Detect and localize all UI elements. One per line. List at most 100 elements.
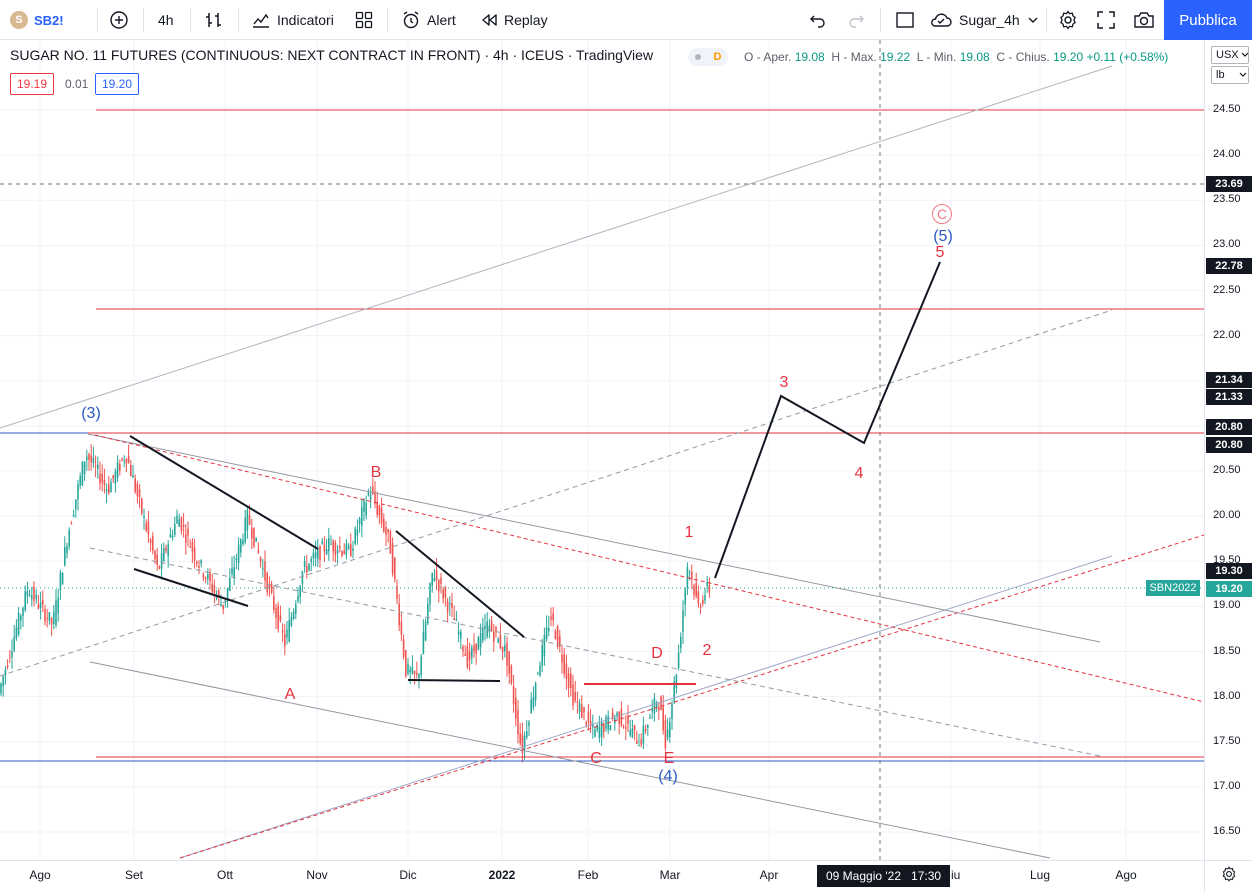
- descending-lower-line: [89, 661, 1051, 859]
- indicators-icon: [251, 10, 271, 30]
- price-label: 23.69: [1206, 176, 1252, 192]
- price-tick: 22.50: [1213, 283, 1241, 296]
- high-label: H - Max.: [831, 50, 877, 64]
- horizontal-levels: [0, 40, 1204, 860]
- toolbar-divider: [880, 8, 881, 32]
- price-label: 19.20: [1206, 581, 1252, 597]
- price-tick: 23.00: [1213, 238, 1241, 251]
- wave-d-label: D: [651, 645, 663, 662]
- chart-pane[interactable]: (3) A B C D E (4) 1 2 3 4 5 (5) C: [0, 40, 1204, 860]
- bar-style-icon: [205, 10, 223, 30]
- alarm-clock-icon: [401, 10, 421, 30]
- chart-title: SUGAR NO. 11 FUTURES (CONTINUOUS: NEXT C…: [10, 47, 654, 63]
- time-tick: Ott: [216, 868, 234, 882]
- price-label: 19.30: [1206, 563, 1252, 579]
- price-bars: [0, 444, 711, 763]
- toolbar-divider: [143, 8, 144, 32]
- templates-button[interactable]: [355, 0, 373, 40]
- crosshair-date-label: 09 Maggio '22 17:30: [817, 865, 951, 887]
- price-tick: 17.00: [1213, 779, 1241, 792]
- toolbar-divider: [238, 8, 239, 32]
- settings-button[interactable]: [1058, 0, 1078, 40]
- chevron-down-icon: [1028, 16, 1038, 24]
- grid-icon: [355, 11, 373, 29]
- layout-save-button[interactable]: Sugar_4h: [929, 0, 1038, 40]
- delay-badge-letter: D: [713, 51, 722, 63]
- price-axis[interactable]: USX lb 24.50 24.00 23.50 23.00 22.50 22.00 21.…: [1204, 40, 1252, 860]
- interval-button[interactable]: 4h: [158, 0, 174, 40]
- alert-button[interactable]: Alert: [401, 0, 456, 40]
- chart-canvas[interactable]: [0, 40, 1204, 860]
- data-status-badge[interactable]: D: [688, 48, 728, 66]
- close-value: 19.20: [1053, 50, 1084, 64]
- time-tick: Dic: [399, 868, 417, 882]
- time-tick: Nov: [306, 868, 328, 882]
- time-tick: Lug: [1029, 868, 1051, 882]
- chart-style-button[interactable]: [205, 0, 223, 40]
- currency-select[interactable]: USX: [1211, 46, 1249, 64]
- time-tick: Ago: [1115, 868, 1137, 882]
- wave-c-circled-label: C: [932, 204, 952, 224]
- price-tick: 24.50: [1213, 103, 1241, 115]
- toolbar-divider: [387, 8, 388, 32]
- publish-button[interactable]: Pubblica: [1164, 0, 1252, 40]
- symbol-label: SB2!: [34, 12, 64, 28]
- axis-settings-button[interactable]: [1204, 860, 1252, 892]
- wave-3-label: (3): [81, 405, 101, 422]
- subwave-3-label: 3: [779, 374, 789, 391]
- indicators-label: Indicatori: [277, 12, 334, 28]
- wave-5-label: (5): [933, 228, 953, 245]
- status-dot-icon: [694, 54, 701, 60]
- price-label: 21.34: [1206, 372, 1252, 388]
- time-tick: Feb: [577, 868, 599, 882]
- upper-channel-line: [0, 65, 1113, 429]
- price-tick: 24.00: [1213, 148, 1241, 161]
- compare-button[interactable]: [109, 0, 129, 40]
- wave-a-label: A: [284, 686, 296, 703]
- fullscreen-button[interactable]: [1097, 0, 1115, 40]
- layout-name: Sugar_4h: [959, 12, 1020, 28]
- symbol-logo-icon: S: [10, 11, 28, 29]
- price-tick: 18.50: [1213, 644, 1241, 657]
- snapshot-button[interactable]: [1133, 0, 1155, 40]
- square-icon: [895, 10, 915, 30]
- crosshair-time: 17:30: [911, 869, 942, 883]
- unit-label: lb: [1216, 69, 1225, 81]
- subwave-4-label: 4: [854, 465, 864, 482]
- add-circle-icon: [109, 10, 129, 30]
- subwave-2-label: 2: [702, 642, 712, 659]
- open-value: 19.08: [794, 50, 825, 64]
- toolbar-divider: [1046, 8, 1047, 32]
- currency-label: USX: [1216, 49, 1239, 61]
- toolbar-divider: [97, 8, 98, 32]
- price-label: 20.80: [1206, 437, 1252, 453]
- gear-icon: [1058, 10, 1078, 30]
- time-axis[interactable]: Ago Set Ott Nov Dic 2022 Feb Mar Apr Giu Lug Ago 09…: [0, 860, 1204, 892]
- price-tick: 20.50: [1213, 464, 1241, 476]
- price-tick: 20.00: [1213, 509, 1241, 522]
- symbol-search-button[interactable]: S SB2!: [10, 0, 64, 40]
- redo-button[interactable]: [847, 0, 865, 40]
- fullscreen-layout-button[interactable]: [895, 0, 915, 40]
- descending-middle-dashed-line: [89, 547, 1101, 757]
- undo-icon: [809, 11, 827, 29]
- indicators-button[interactable]: Indicatori: [251, 0, 334, 40]
- replay-button[interactable]: Replay: [480, 0, 548, 40]
- time-tick: Mar: [659, 868, 681, 882]
- pattern-lines: [129, 261, 941, 682]
- change-value: +0.11 (+0.58%): [1086, 50, 1169, 64]
- wedge-upper-line: [129, 435, 319, 550]
- price-tick: 17.50: [1213, 734, 1241, 747]
- buy-price-box[interactable]: 19.20: [95, 73, 140, 95]
- lower-red-dashed-line: [179, 534, 1204, 859]
- price-label: 21.33: [1206, 389, 1252, 405]
- replay-label: Replay: [504, 12, 548, 28]
- middle-channel-dashed-line: [0, 309, 1113, 677]
- cloud-icon: [929, 11, 953, 29]
- sell-price-box[interactable]: 19.19: [10, 73, 55, 95]
- price-tick: 16.50: [1213, 825, 1241, 837]
- subwave-5-label: 5: [935, 244, 945, 261]
- crosshair-date: 09 Maggio '22: [826, 869, 902, 883]
- undo-button[interactable]: [809, 0, 827, 40]
- unit-select[interactable]: lb: [1211, 66, 1249, 84]
